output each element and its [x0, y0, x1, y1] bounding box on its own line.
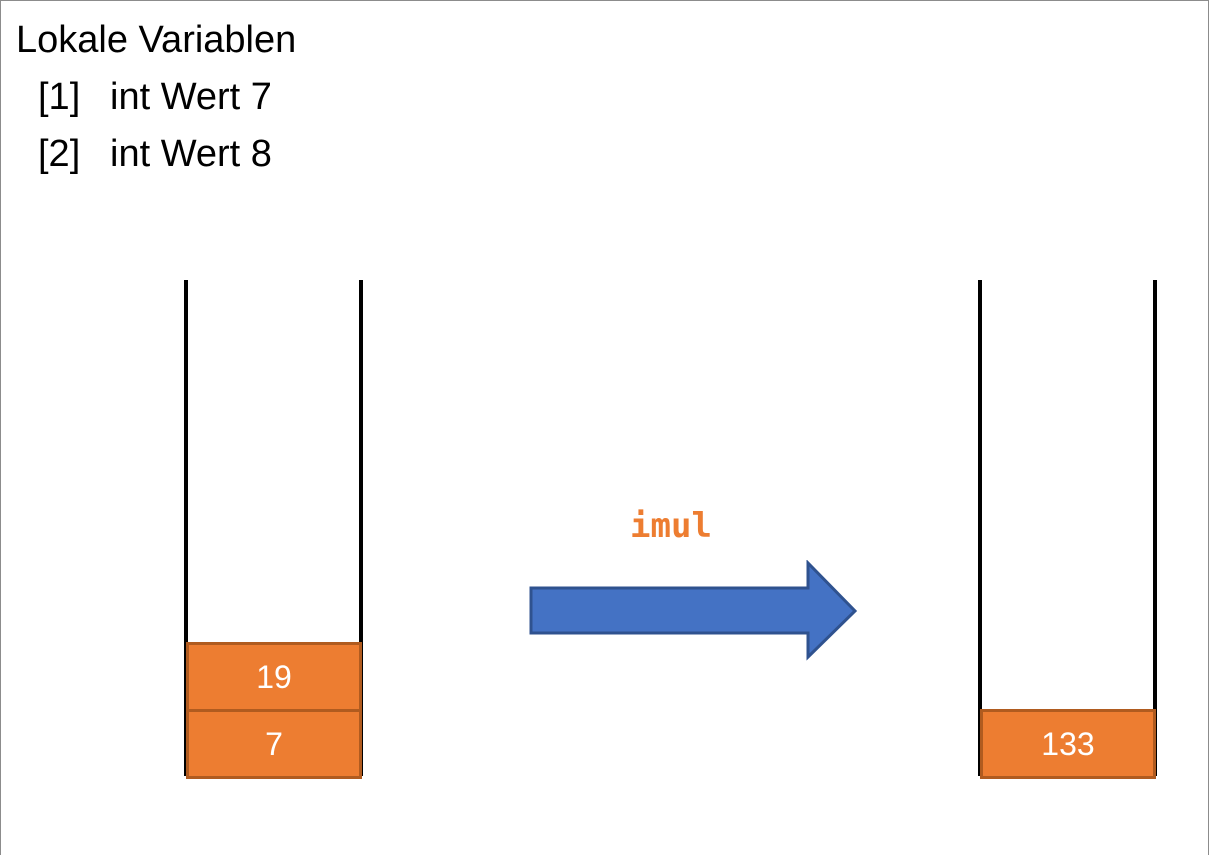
stack-cell-top: 19	[186, 642, 362, 712]
local-variables-title: Lokale Variablen	[16, 19, 297, 61]
stack-cell-bottom: 7	[186, 709, 362, 779]
stack-right-wall	[359, 280, 363, 776]
stack-left-wall	[978, 280, 982, 776]
local-variables-panel: Lokale Variablen [1] int Wert 7 [2] int We…	[16, 12, 296, 183]
local-variable-index: [1]	[38, 76, 81, 118]
local-variable-value: int Wert 7	[110, 76, 272, 118]
arrow-shape	[529, 560, 858, 661]
stack-right-wall	[1153, 280, 1157, 776]
instruction-label: imul	[630, 506, 712, 546]
transition-arrow-icon	[529, 560, 858, 661]
local-variable-index: [2]	[38, 133, 81, 175]
local-variable-value: int Wert 8	[110, 133, 272, 175]
local-variable-2: [2] int Wert 8	[16, 126, 296, 183]
stack-left-wall	[184, 280, 188, 776]
local-variable-1: [1] int Wert 7	[16, 69, 296, 126]
stack-cell-result: 133	[980, 709, 1156, 779]
